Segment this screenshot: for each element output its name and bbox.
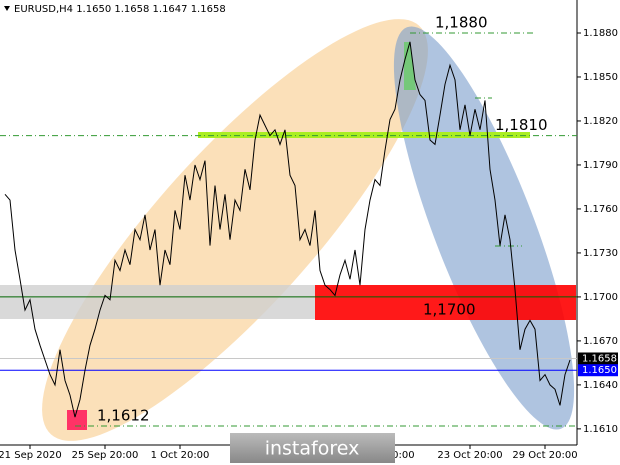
annotation: 1,1700 <box>423 300 476 318</box>
y-tick-label: 1.1610 <box>583 424 618 435</box>
x-tick-label: 1 Oct 20:00 <box>151 450 210 461</box>
x-tick-label: 23 Oct 20:00 <box>437 450 502 461</box>
y-tick-label: 1.1850 <box>583 72 618 83</box>
price-tag <box>578 364 618 377</box>
up-trend-ellipse <box>42 19 428 441</box>
price-tag <box>578 352 618 365</box>
watermark-box: instaforex <box>230 433 395 463</box>
x-tick-label: 21 Sep 2020 <box>0 450 62 461</box>
annotation: 1,1810 <box>495 116 548 134</box>
y-tick-label: 1.1760 <box>583 204 618 215</box>
y-tick-label: 1.1640 <box>583 380 618 391</box>
gray-zone <box>0 285 315 319</box>
price-tag-label: 1.1658 <box>582 353 617 364</box>
red-zone <box>315 285 576 320</box>
y-tick-label: 1.1820 <box>583 116 618 127</box>
annotation: 1,1880 <box>435 13 488 31</box>
down-trend-ellipse <box>393 26 575 430</box>
menu-arrow <box>4 6 10 11</box>
y-tick-label: 1.1730 <box>583 248 618 259</box>
price-tag-label: 1.1650 <box>582 365 617 376</box>
watermark: instaforex <box>265 438 360 460</box>
watermark-bg <box>230 433 395 463</box>
y-tick-label: 1.1790 <box>583 160 618 171</box>
y-tick-label: 1.1670 <box>583 336 618 347</box>
annotation: 1,1612 <box>97 406 150 424</box>
low-marker <box>67 410 87 430</box>
y-tick-label: 1.1880 <box>583 28 618 39</box>
price-line-series <box>4 41 571 418</box>
x-tick-label: 25 Sep 20:00 <box>72 450 139 461</box>
chart-title: EURUSD,H4 1.1650 1.1658 1.1647 1.1658 <box>14 4 226 15</box>
level-highlight <box>198 132 530 138</box>
y-tick-label: 1.1700 <box>583 292 618 303</box>
x-tick-label: 29 Oct 20:00 <box>512 450 577 461</box>
